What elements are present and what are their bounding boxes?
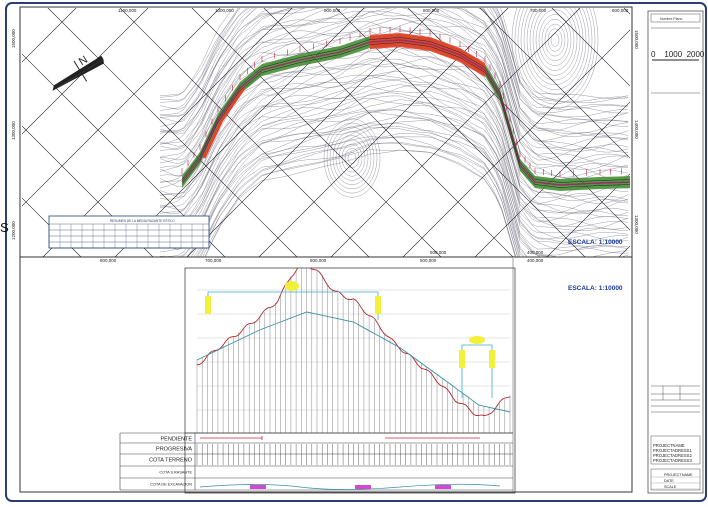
curve-flag bbox=[205, 296, 211, 314]
curve-flag bbox=[489, 350, 495, 368]
project-line: PROJECTNAME bbox=[653, 443, 685, 448]
project-line: PROJECTADRESS2 bbox=[653, 453, 692, 458]
grid-line bbox=[474, 101, 630, 257]
grid-label-left: 1200,000 bbox=[11, 221, 16, 240]
grid-line bbox=[551, 8, 630, 87]
title-block: Nombre Plano 0 1000 2000 PROJECTNAMEPROJ… bbox=[647, 10, 705, 494]
road-edge bbox=[181, 37, 630, 183]
title-block-header: Nombre Plano bbox=[660, 17, 682, 21]
curve-flag bbox=[459, 350, 465, 368]
summary-table-title: RESUMEN DE LA MEDIA RAZANTE ESTILO bbox=[110, 219, 175, 223]
grid-label-right: 1400,000 bbox=[634, 120, 639, 139]
profile-x-label: 500,000 bbox=[420, 258, 437, 263]
grid-line bbox=[22, 8, 221, 207]
grid-label-bottom: 400,000 bbox=[527, 250, 544, 255]
grid-label-right: 1300,000 bbox=[634, 215, 639, 234]
station-ticks bbox=[181, 26, 622, 177]
band-row-label: COTA TERRENO bbox=[149, 458, 193, 464]
band-row-label: COTA DE EXCAVACION bbox=[150, 483, 192, 487]
profile-x-label: 700,000 bbox=[205, 258, 222, 263]
road-centerline bbox=[181, 39, 630, 186]
stamp-line: DATE bbox=[664, 479, 674, 483]
excavation-marker bbox=[435, 485, 451, 489]
grid-label-top: 1100,000 bbox=[118, 8, 137, 13]
grid-label-top: 900,000 bbox=[324, 8, 341, 13]
road-alignment bbox=[181, 33, 630, 191]
drawing-frame bbox=[19, 6, 633, 493]
excavation-marker bbox=[355, 485, 371, 489]
profile-x-label: 600,000 bbox=[100, 258, 117, 263]
road-fill-zone bbox=[370, 33, 485, 77]
sag-marker bbox=[469, 336, 485, 344]
grid-line bbox=[330, 8, 581, 257]
grid-line bbox=[402, 29, 630, 257]
band-row-label: PENDIENTE bbox=[161, 437, 193, 443]
graphic-scale-text: 0 1000 2000 bbox=[651, 50, 705, 59]
plan-grid-labels: 1100,000 1000,000 900,000 800,000 700,000 600… bbox=[11, 8, 639, 255]
band-row-label: COTA S.RASANTE bbox=[159, 471, 192, 475]
project-line: PROJECTADRESS1 bbox=[653, 448, 692, 453]
margin-letter: S bbox=[0, 220, 9, 235]
band-row-label: PROGRESIVA bbox=[156, 447, 192, 453]
sheet-border bbox=[5, 2, 707, 502]
grid-label-left: 1300,000 bbox=[11, 121, 16, 140]
terrain-profile-line bbox=[196, 268, 511, 416]
profile-station-lines bbox=[196, 268, 511, 433]
profile-x-label: 800,000 bbox=[310, 258, 327, 263]
profile-view: PENDIENTE PROGRESIVA COTA TERRENO COTA S.RA… bbox=[119, 258, 516, 494]
profile-data-bands: PENDIENTE PROGRESIVA COTA TERRENO COTA S.RA… bbox=[119, 432, 513, 491]
excavation-line bbox=[199, 483, 501, 490]
grid-label-top: 700,000 bbox=[530, 8, 547, 13]
grade-line bbox=[196, 311, 511, 413]
road-fill-zone bbox=[202, 87, 246, 159]
grid-line bbox=[22, 8, 149, 135]
profile-x-label: 400,000 bbox=[527, 258, 544, 263]
band-station-ticks bbox=[196, 444, 511, 465]
summit-marker bbox=[285, 281, 299, 291]
grid-label-top: 1000,000 bbox=[215, 8, 234, 13]
grid-label-top: 800,000 bbox=[423, 8, 440, 13]
stamp-line: PROJECTNAME bbox=[664, 473, 693, 477]
plan-scale-label: ESCALA: 1:10000 bbox=[568, 239, 623, 246]
profile-scale-label: ESCALA: 1:10000 bbox=[568, 285, 623, 292]
grid-label-top: 600,000 bbox=[612, 8, 629, 13]
stamp-line: SCALE bbox=[664, 485, 677, 489]
slope-segments bbox=[200, 436, 480, 440]
grid-line bbox=[22, 8, 77, 63]
grid-label-right: 1500,000 bbox=[634, 30, 639, 49]
vertical-curve-marker bbox=[461, 344, 493, 398]
grid-line bbox=[258, 8, 509, 257]
excavation-marker bbox=[250, 485, 266, 489]
curve-flag bbox=[375, 296, 381, 314]
project-line: PROJECTADRESS3 bbox=[653, 458, 692, 463]
summary-table: RESUMEN DE LA MEDIA RAZANTE ESTILO bbox=[48, 215, 210, 249]
profile-box bbox=[184, 267, 516, 494]
grid-label-left: 1500,000 bbox=[11, 29, 16, 48]
profile-axis-labels: 600,000 700,000 800,000 500,000 400,000 bbox=[100, 258, 544, 263]
grid-line bbox=[546, 173, 630, 257]
road-edge bbox=[181, 42, 630, 188]
grid-label-bottom: 500,000 bbox=[430, 250, 447, 255]
